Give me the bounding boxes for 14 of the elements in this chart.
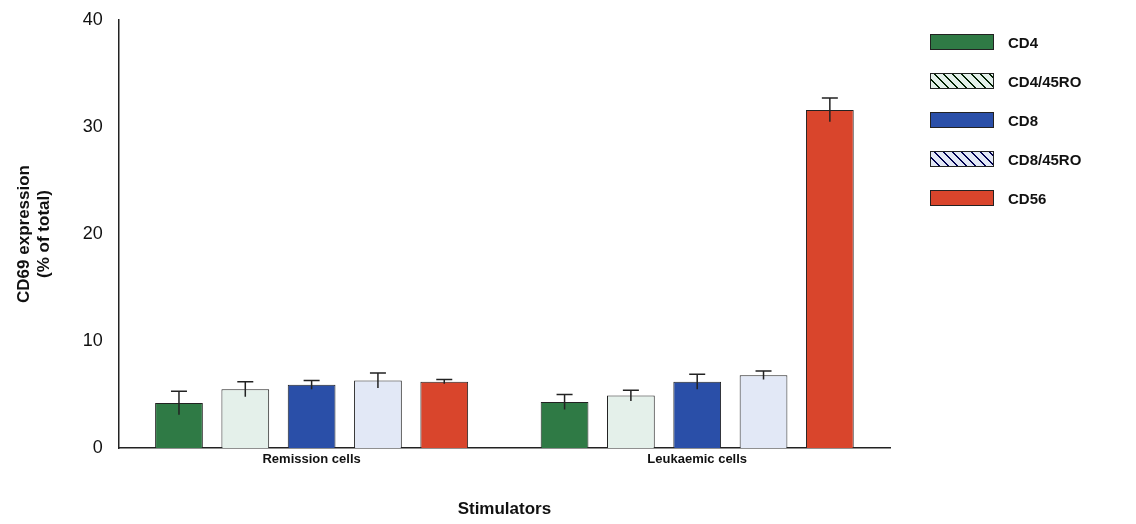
legend-label: CD4/45RO bbox=[1008, 72, 1082, 90]
y-tick-label: 30 bbox=[82, 115, 103, 136]
y-tick-label: 10 bbox=[82, 329, 103, 350]
legend-label: CD8 bbox=[1008, 111, 1039, 129]
legend-label: CD4 bbox=[1008, 33, 1039, 51]
legend-label: CD56 bbox=[1008, 189, 1047, 207]
x-tick-label: Leukaemic cells bbox=[647, 451, 748, 467]
x-tick-label: Remission cells bbox=[262, 451, 361, 467]
x-axis-title: Stimulators bbox=[457, 499, 552, 519]
y-axis-title: CD69 expression (% of total) bbox=[13, 165, 54, 303]
legend-label: CD8/45RO bbox=[1008, 150, 1082, 168]
y-tick-label: 20 bbox=[82, 222, 103, 243]
y-tick-label: 0 bbox=[92, 436, 103, 457]
y-tick-label: 40 bbox=[82, 8, 103, 29]
